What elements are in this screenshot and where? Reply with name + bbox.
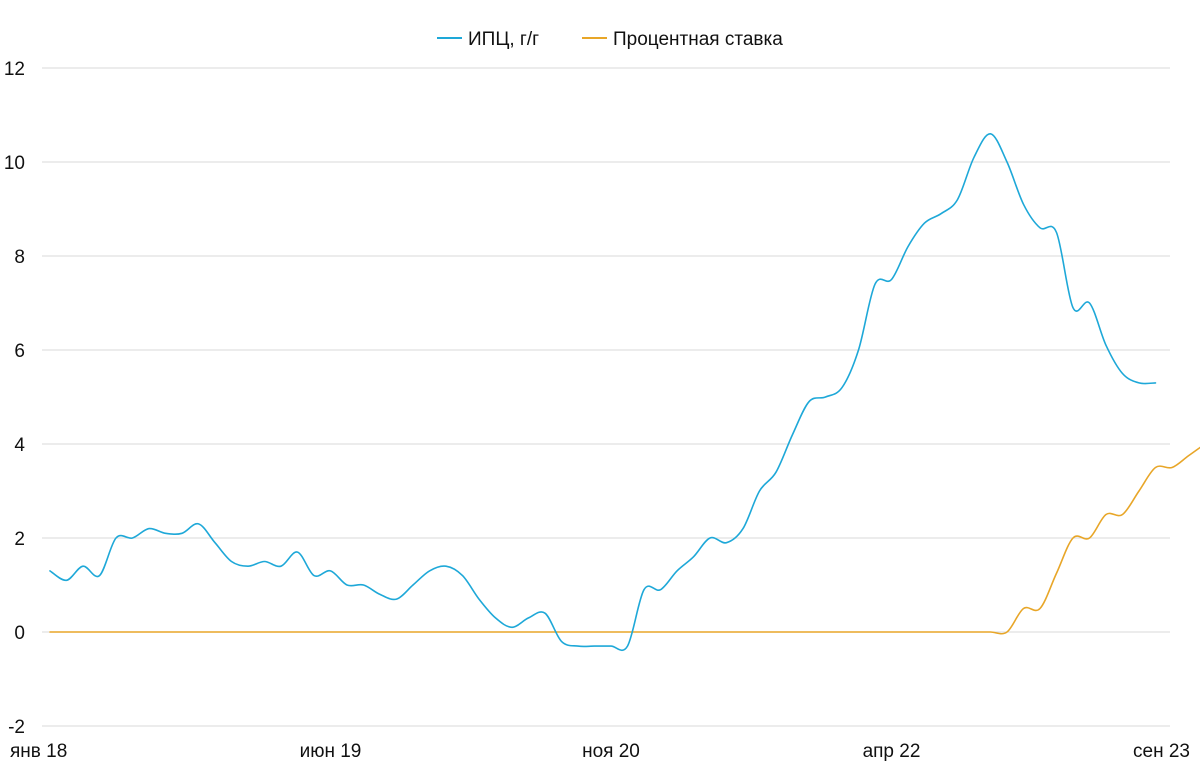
x-axis-ticks: янв 18 июн 19 ноя 20 апр 22 сен 23 [10, 741, 1190, 762]
y-tick-label: 8 [14, 247, 25, 268]
series-lines [49, 133, 1200, 652]
legend-label-cpi: ИПЦ, г/г [468, 29, 539, 50]
y-tick-label: 2 [14, 529, 25, 550]
x-tick-label: ноя 20 [582, 741, 640, 762]
y-tick-label: 6 [14, 341, 25, 362]
y-axis-ticks: -2 0 2 4 6 8 10 12 [4, 59, 26, 738]
y-tick-label: 0 [14, 623, 25, 644]
legend-label-interest-rate: Процентная ставка [613, 29, 783, 50]
y-tick-label: -2 [8, 717, 25, 738]
legend: ИПЦ, г/г Процентная ставка [437, 29, 783, 50]
series-line-cpi [49, 133, 1157, 652]
y-tick-label: 10 [4, 153, 25, 174]
x-tick-label: июн 19 [300, 741, 362, 762]
gridlines [42, 67, 1170, 727]
x-tick-label: сен 23 [1133, 741, 1190, 762]
y-tick-label: 12 [4, 59, 25, 80]
x-tick-label: янв 18 [10, 741, 67, 762]
x-tick-label: апр 22 [863, 741, 921, 762]
series-line-interest-rate [49, 446, 1200, 635]
y-tick-label: 4 [14, 435, 25, 456]
